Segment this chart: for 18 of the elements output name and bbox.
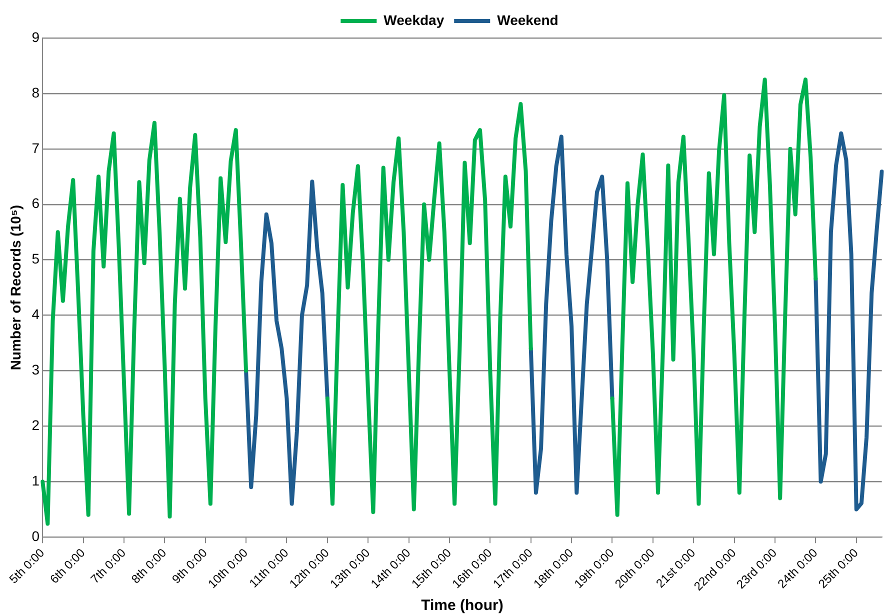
legend-label: Weekend [497, 12, 558, 28]
y-tick-label: 1 [32, 472, 40, 488]
y-tick-label: 9 [32, 28, 40, 45]
y-tick-label: 2 [32, 417, 40, 434]
y-tick-label: 3 [32, 362, 40, 378]
x-axis-title: Time (hour) [421, 597, 504, 614]
y-tick-label: 0 [32, 528, 40, 544]
x-tick-label: 8th 0:00 [128, 545, 170, 586]
y-tick-label: 5 [32, 250, 40, 267]
x-tick-label: 7th 0:00 [88, 545, 129, 586]
x-tick-label: 5th 0:00 [6, 545, 48, 586]
y-tick-label: 8 [32, 84, 40, 100]
x-tick-label: 6th 0:00 [47, 545, 88, 586]
y-tick-label: 6 [32, 195, 40, 212]
y-tick-label: 4 [32, 306, 40, 322]
legend-label: Weekday [384, 12, 444, 28]
y-tick-label: 7 [32, 140, 40, 156]
y-axis-title: Number of Records (10⁵) [7, 204, 24, 370]
